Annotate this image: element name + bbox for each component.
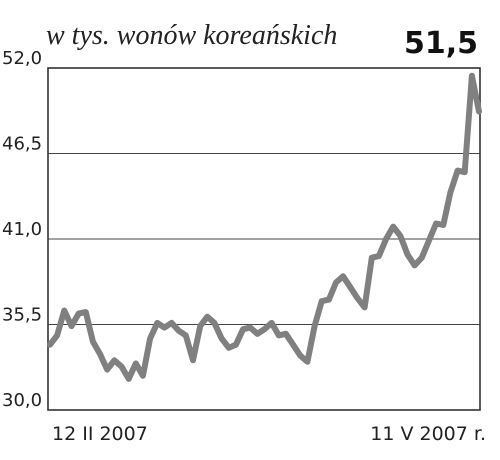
x-start-label: 12 II 2007 <box>52 423 148 445</box>
x-end-label: 11 V 2007 r. <box>370 423 486 445</box>
gridlines <box>48 153 480 325</box>
plot-frame <box>47 67 481 411</box>
y-tick-label: 35,5 <box>2 305 42 326</box>
y-axis-ticks: 52,0 46,5 41,0 35,5 30,0 <box>2 48 42 411</box>
y-tick-label: 41,0 <box>2 219 42 240</box>
y-tick-label: 30,0 <box>2 390 42 411</box>
y-tick-label: 46,5 <box>2 134 42 155</box>
last-value-label: 51,5 <box>403 26 478 61</box>
series-line <box>47 72 482 382</box>
chart-subtitle: w tys. wonów koreańskich <box>46 20 338 51</box>
y-tick-label: 52,0 <box>2 48 42 69</box>
